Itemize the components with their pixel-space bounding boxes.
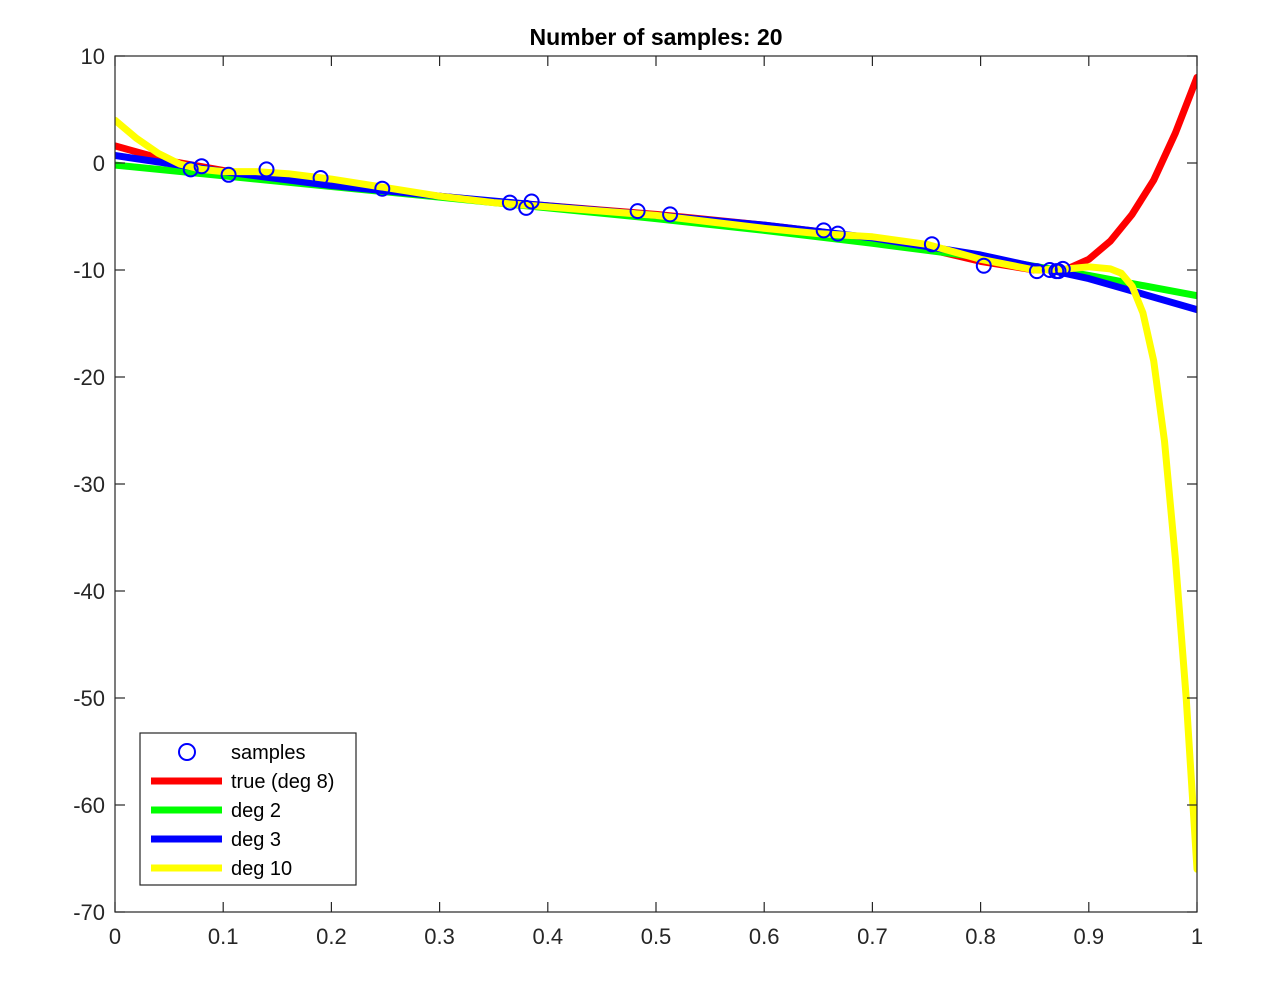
sample-point: [523, 193, 540, 210]
sample-point: [629, 203, 646, 220]
x-tick-label: 0.5: [641, 924, 672, 949]
sample-point: [312, 170, 329, 186]
y-tick-label: -70: [73, 900, 105, 925]
x-tick-label: 0: [109, 924, 121, 949]
x-tick-label: 0.1: [208, 924, 239, 949]
legend-label: deg 3: [231, 829, 281, 851]
x-tick-label: 1: [1191, 924, 1203, 949]
sample-point: [975, 257, 992, 274]
x-tick-label: 0.7: [857, 924, 888, 949]
legend-label: true (deg 8): [231, 771, 334, 793]
sample-point: [829, 225, 846, 242]
sample-point: [182, 161, 199, 178]
y-tick-label: 0: [93, 151, 105, 176]
sample-point: [1028, 263, 1045, 280]
tick-layer: 0 0.1 0.2 0.3 0.4 0.5 0.6 0.7 0.8 0.9 1 10 0 -10 -20 -3…: [73, 44, 1203, 949]
x-tick-label: 0.9: [1074, 924, 1105, 949]
legend-sample-marker: [178, 743, 196, 761]
sample-point: [258, 161, 275, 178]
y-tick-label: -30: [73, 472, 105, 497]
y-tick-label: -10: [73, 258, 105, 283]
x-tick-label: 0.4: [533, 924, 564, 949]
y-tick-label: -60: [73, 793, 105, 818]
y-tick-label: -50: [73, 686, 105, 711]
sample-point: [501, 194, 518, 211]
x-tick-label: 0.8: [965, 924, 996, 949]
sample-point: [1054, 260, 1071, 277]
sample-point: [220, 166, 237, 183]
sample-point: [193, 158, 210, 175]
legend-label: samples: [231, 742, 305, 764]
x-tick-label: 0.6: [749, 924, 780, 949]
x-tick-label: 0.2: [316, 924, 347, 949]
y-tick-label: -20: [73, 365, 105, 390]
y-tick-label: -40: [73, 579, 105, 604]
sample-point: [923, 236, 940, 253]
legend-label: deg 10: [231, 858, 292, 880]
legend: samples true (deg 8) deg 2 deg 3 deg 10: [139, 732, 357, 886]
sample-point: [662, 206, 679, 223]
y-tick-label: 10: [81, 44, 105, 69]
legend-label: deg 2: [231, 800, 281, 822]
chart-title: Number of samples: 20: [529, 24, 782, 50]
x-tick-label: 0.3: [424, 924, 455, 949]
marker-layer: [182, 158, 1071, 280]
sample-point: [374, 180, 391, 197]
